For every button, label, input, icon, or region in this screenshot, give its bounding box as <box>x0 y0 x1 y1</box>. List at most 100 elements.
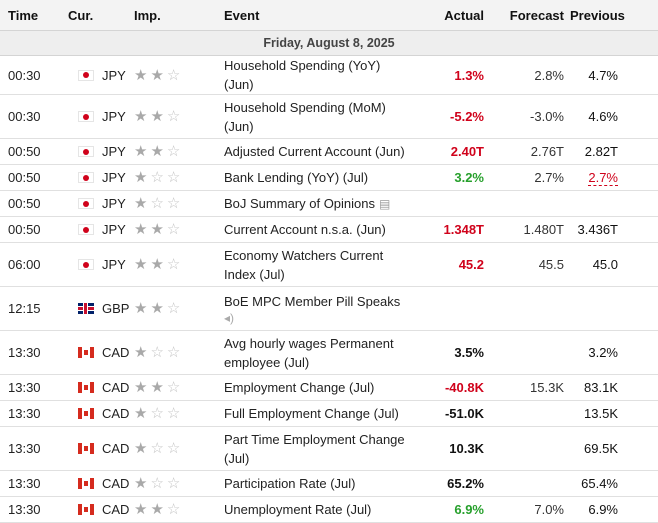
event-name-cell[interactable]: Full Employment Change (Jul) <box>224 400 416 427</box>
table-row[interactable]: 06:00 JPY ★★☆ Economy Watchers Current Inde… <box>0 242 658 287</box>
forecast-value <box>496 426 570 471</box>
actual-value <box>416 286 496 331</box>
table-row[interactable]: 13:30 CAD ★★☆ Employment Change (Jul) -40.8K… <box>0 374 658 401</box>
event-name[interactable]: Economy Watchers Current Index (Jul) <box>224 247 384 282</box>
previous-value: 13.5K <box>570 400 658 427</box>
currency-cell: JPY <box>68 216 134 243</box>
table-row[interactable]: 13:30 CAD ★☆☆ Part Time Employment Change (… <box>0 426 658 471</box>
table-row[interactable]: 12:15 GBP ★★☆ BoE MPC Member Pill Speaks ◂) <box>0 286 658 331</box>
star-empty-icon: ☆ <box>150 195 167 212</box>
event-name[interactable]: Household Spending (YoY) (Jun) <box>224 58 381 92</box>
star-filled-icon: ★ <box>134 169 151 186</box>
event-name-cell[interactable]: BoE MPC Member Pill Speaks ◂) <box>224 286 416 331</box>
event-name-cell[interactable]: Part Time Employment Change (Jul) <box>224 426 416 471</box>
event-name-cell[interactable]: Current Account n.s.a. (Jun) <box>224 216 416 243</box>
speaker-icon[interactable]: ◂) <box>224 311 235 325</box>
star-filled-icon: ★ <box>150 256 167 273</box>
table-row[interactable]: 00:50 JPY ★★☆ Current Account n.s.a. (Jun) 1… <box>0 216 658 243</box>
event-name-cell[interactable]: Participation Rate (Jul) <box>224 470 416 497</box>
column-header-previous[interactable]: Previous <box>570 0 658 31</box>
previous-text: 3.436T <box>577 222 618 237</box>
actual-text: 6.9% <box>454 502 484 517</box>
star-empty-icon: ☆ <box>166 379 184 396</box>
currency-code: CAD <box>102 380 130 395</box>
event-time: 13:30 <box>0 496 68 523</box>
event-name-cell[interactable]: Bank Lending (YoY) (Jul) <box>224 164 416 191</box>
event-name-cell[interactable]: Household Spending (YoY) (Jun) <box>224 55 416 95</box>
star-empty-icon: ☆ <box>166 66 184 84</box>
forecast-value: 1.480T <box>496 216 570 243</box>
column-header-time[interactable]: Time <box>0 0 68 31</box>
previous-text: 83.1K <box>584 380 618 395</box>
previous-text: 6.9% <box>588 502 618 517</box>
star-empty-icon: ☆ <box>150 169 167 186</box>
event-name[interactable]: Unemployment Rate (Jul) <box>224 502 372 517</box>
column-header-currency[interactable]: Cur. <box>68 0 134 31</box>
event-name[interactable]: Current Account n.s.a. (Jun) <box>224 222 386 237</box>
currency-code: JPY <box>102 257 126 272</box>
event-time: 00:50 <box>0 138 68 165</box>
event-time: 00:30 <box>0 94 68 139</box>
column-header-actual[interactable]: Actual <box>416 0 496 31</box>
column-header-importance[interactable]: Imp. <box>134 0 224 31</box>
table-row[interactable]: 00:30 JPY ★★☆ Household Spending (MoM) (Jun… <box>0 94 658 139</box>
column-header-event[interactable]: Event <box>224 0 416 31</box>
document-icon[interactable]: ▤ <box>379 196 391 211</box>
event-name[interactable]: Full Employment Change (Jul) <box>224 406 399 421</box>
event-name[interactable]: Household Spending (MoM) (Jun) <box>224 99 386 134</box>
actual-value: 2.40T <box>416 138 496 165</box>
forecast-value <box>496 330 570 375</box>
importance-stars: ★★☆ <box>134 496 224 523</box>
star-empty-icon: ☆ <box>166 405 184 422</box>
currency-code: GBP <box>102 301 130 316</box>
star-filled-icon: ★ <box>134 405 151 422</box>
event-name-cell[interactable]: Unemployment Rate (Jul) <box>224 496 416 523</box>
event-name-cell[interactable]: Economy Watchers Current Index (Jul) <box>224 242 416 287</box>
star-empty-icon: ☆ <box>166 475 184 492</box>
event-name[interactable]: Participation Rate (Jul) <box>224 476 356 491</box>
actual-value: 6.9% <box>416 496 496 523</box>
event-name[interactable]: BoE MPC Member Pill Speaks <box>224 294 401 309</box>
event-name-cell[interactable]: Adjusted Current Account (Jun) <box>224 138 416 165</box>
actual-text: 45.2 <box>458 257 484 272</box>
table-row[interactable]: 13:30 CAD ★☆☆ Avg hourly wages Permanent em… <box>0 330 658 375</box>
currency-cell: JPY <box>68 242 134 287</box>
event-name[interactable]: Bank Lending (YoY) (Jul) <box>224 170 369 185</box>
star-empty-icon: ☆ <box>150 344 167 361</box>
event-name[interactable]: Adjusted Current Account (Jun) <box>224 144 405 159</box>
previous-value: 3.436T <box>570 216 658 243</box>
table-row[interactable]: 00:30 JPY ★★☆ Household Spending (YoY) (Jun… <box>0 55 658 95</box>
jpy-flag-icon <box>78 259 94 270</box>
table-row[interactable]: 00:50 JPY ★☆☆ Bank Lending (YoY) (Jul) 3.2% 2… <box>0 164 658 191</box>
forecast-value <box>496 190 570 217</box>
event-name-cell[interactable]: BoJ Summary of Opinions ▤ <box>224 190 416 217</box>
currency-code: JPY <box>102 222 126 237</box>
star-empty-icon: ☆ <box>150 475 167 492</box>
event-name-cell[interactable]: Employment Change (Jul) <box>224 374 416 401</box>
star-filled-icon: ★ <box>150 108 167 125</box>
event-name-cell[interactable]: Household Spending (MoM) (Jun) <box>224 94 416 139</box>
event-name[interactable]: Employment Change (Jul) <box>224 380 375 395</box>
event-name[interactable]: Avg hourly wages Permanent employee (Jul… <box>224 335 394 370</box>
table-row[interactable]: 00:50 JPY ★★☆ Adjusted Current Account (Jun… <box>0 138 658 165</box>
table-row[interactable]: 13:30 CAD ★☆☆ Participation Rate (Jul) 65.2%… <box>0 470 658 497</box>
importance-stars: ★★☆ <box>134 94 224 139</box>
forecast-value: 2.76T <box>496 138 570 165</box>
column-header-forecast[interactable]: Forecast <box>496 0 570 31</box>
event-name-cell[interactable]: Avg hourly wages Permanent employee (Jul… <box>224 330 416 375</box>
event-name[interactable]: Part Time Employment Change (Jul) <box>224 431 405 466</box>
star-filled-icon: ★ <box>134 108 151 125</box>
actual-value: 1.3% <box>416 55 496 95</box>
currency-cell: JPY <box>68 190 134 217</box>
event-name[interactable]: BoJ Summary of Opinions <box>224 195 376 211</box>
star-filled-icon: ★ <box>150 221 167 238</box>
currency-code: CAD <box>102 476 130 491</box>
table-row[interactable]: 13:30 CAD ★★☆ Unemployment Rate (Jul) 6.9% 7.… <box>0 496 658 523</box>
table-row[interactable]: 00:50 JPY ★☆☆ BoJ Summary of Opinions ▤ <box>0 190 658 217</box>
actual-value: 45.2 <box>416 242 496 287</box>
currency-cell: CAD <box>68 330 134 375</box>
previous-text: 69.5K <box>584 441 618 456</box>
previous-text[interactable]: 2.7% <box>588 170 618 186</box>
currency-code: JPY <box>102 196 126 211</box>
table-row[interactable]: 13:30 CAD ★☆☆ Full Employment Change (Jul) -… <box>0 400 658 427</box>
